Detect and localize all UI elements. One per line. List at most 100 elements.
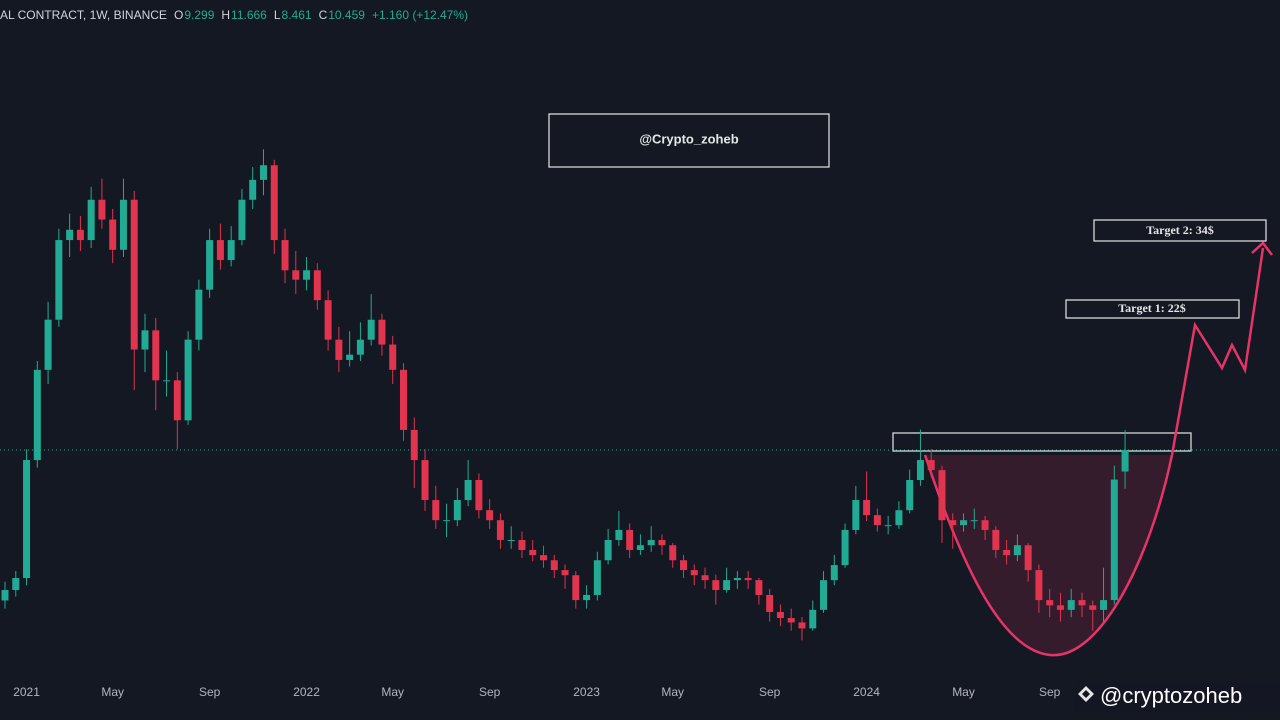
candle-body xyxy=(540,555,547,561)
candle-body xyxy=(1024,545,1032,571)
candle-body xyxy=(583,594,591,601)
candle-body xyxy=(561,570,569,576)
candle-body xyxy=(604,539,612,561)
candle-body xyxy=(873,515,881,526)
author-label: @Crypto_zoheb xyxy=(639,131,738,146)
arrow-head xyxy=(1251,241,1273,256)
candle-body xyxy=(367,319,375,340)
ohlc-key: L xyxy=(274,8,281,22)
x-tick-label: Sep xyxy=(759,685,781,699)
ohlc-value: 10.459 xyxy=(328,8,365,22)
candle-body xyxy=(1100,600,1108,610)
candle-body xyxy=(292,270,300,280)
candle-body xyxy=(98,199,106,220)
watermark-bg xyxy=(1074,682,1280,712)
candle-body xyxy=(281,240,289,271)
x-tick-label: 2022 xyxy=(293,685,320,699)
ohlc-legend: AL CONTRACT, 1W, BINANCE O 9.299 H 11.666 L 8… xyxy=(0,8,468,22)
candle-body xyxy=(259,165,267,180)
target-box xyxy=(1093,219,1267,242)
candle-body xyxy=(1067,600,1075,610)
candle-body xyxy=(184,339,192,421)
candle-body xyxy=(658,539,666,546)
candle-body xyxy=(949,520,957,526)
ohlc-key: C xyxy=(319,8,328,22)
candle-body xyxy=(927,460,935,471)
candle-body xyxy=(820,580,828,610)
candle-body xyxy=(378,319,386,345)
ohlc-key: O xyxy=(174,8,183,22)
candle-body xyxy=(389,344,397,370)
candle-body xyxy=(712,580,720,591)
candle-body xyxy=(55,240,63,320)
x-tick-label: 2024 xyxy=(853,685,880,699)
candle-body xyxy=(938,470,946,521)
x-axis: 2021 May Sep 2022 May Sep 2023 May Sep 2024 May Sep xyxy=(13,685,1060,699)
candle-body xyxy=(195,289,203,340)
symbol: AL CONTRACT, 1W, BINANCE xyxy=(0,8,167,22)
ohlc-key: H xyxy=(221,8,230,22)
target-label: Target 2: 34$ xyxy=(1146,223,1214,237)
candle-body xyxy=(270,165,278,241)
candle-body xyxy=(464,479,472,501)
candle-body xyxy=(76,229,84,241)
candle-body xyxy=(1,590,9,601)
candle-body xyxy=(830,565,838,581)
candle-body xyxy=(766,594,774,612)
candle-body xyxy=(680,560,688,571)
candle-body xyxy=(1046,600,1054,606)
cup-curve xyxy=(923,454,1174,657)
candle-body xyxy=(733,578,741,581)
x-tick-label: May xyxy=(381,685,404,699)
candle-body xyxy=(744,578,752,581)
candle-body xyxy=(496,520,504,540)
target-box xyxy=(1065,299,1240,319)
candle-body xyxy=(119,199,127,250)
candle-body xyxy=(335,339,343,360)
candle-body xyxy=(690,570,698,576)
candle-body xyxy=(432,500,440,521)
x-tick-label: Sep xyxy=(479,685,501,699)
candle-body xyxy=(44,319,52,370)
candle-body xyxy=(453,500,461,521)
ohlc-value: 11.666 xyxy=(231,8,267,22)
candle-body xyxy=(324,300,332,340)
candle-body xyxy=(970,520,978,522)
candle-body xyxy=(173,380,181,421)
candle-body xyxy=(421,460,429,501)
x-tick-label: Sep xyxy=(199,685,221,699)
candle-body xyxy=(1013,545,1021,556)
x-tick-label: 2021 xyxy=(13,685,40,699)
cup-fill xyxy=(925,455,1172,656)
candle-body xyxy=(626,529,634,550)
candle-body xyxy=(755,580,763,595)
projection-arrow xyxy=(1170,247,1265,456)
candle-body xyxy=(776,611,784,619)
target-label: Target 1: 22$ xyxy=(1118,301,1186,315)
candle-body xyxy=(475,479,483,511)
candle-body xyxy=(647,539,655,546)
candle-body xyxy=(346,354,354,360)
candle-body xyxy=(130,199,138,350)
candle-body xyxy=(1035,570,1043,601)
candle-body xyxy=(884,525,892,527)
candle-body xyxy=(507,539,515,541)
candle-body xyxy=(1056,605,1064,610)
candle-body xyxy=(809,609,817,629)
x-tick-label: May xyxy=(101,685,124,699)
candle-body xyxy=(701,575,709,581)
candle-body xyxy=(615,529,623,540)
cup-shape xyxy=(923,454,1174,657)
candle-body xyxy=(356,339,364,355)
candle-body xyxy=(593,560,601,595)
candle-body xyxy=(841,529,849,566)
candle-body xyxy=(798,622,806,629)
candle-body xyxy=(1121,450,1129,472)
ohlc-value: 8.461 xyxy=(282,8,312,22)
x-tick-label: Sep xyxy=(1039,685,1061,699)
resistance-box xyxy=(892,432,1192,452)
candle-body xyxy=(518,539,526,550)
candle-body xyxy=(992,529,1000,550)
